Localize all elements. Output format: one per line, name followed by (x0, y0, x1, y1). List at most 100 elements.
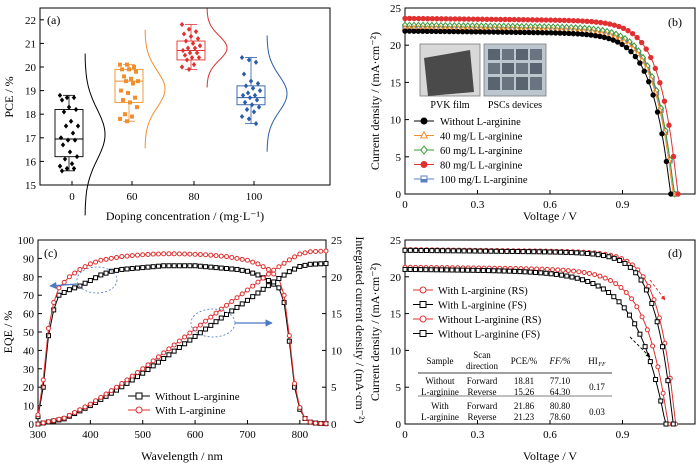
curve-point (150, 251, 156, 257)
jv-point (654, 109, 661, 115)
jv-point (521, 29, 528, 36)
curve-point (145, 362, 151, 368)
jv-point (468, 29, 475, 35)
data-point (194, 50, 200, 56)
jv-point (583, 31, 590, 38)
jv-point (466, 248, 472, 254)
curve-point (271, 267, 277, 273)
curve-point (108, 388, 114, 394)
panel-c-xlabel: Wavelength / nm (141, 449, 223, 463)
data-point (181, 31, 187, 37)
x-tick-label: 800 (292, 429, 309, 441)
panel-d-xlabel: Voltage / V (523, 449, 578, 463)
curve-point (203, 264, 209, 270)
jv-point (509, 248, 515, 254)
curve-point (182, 341, 188, 347)
jv-point (444, 267, 450, 273)
jv-point (637, 60, 643, 66)
jv-point (625, 27, 631, 34)
data-point (118, 62, 122, 67)
jv-point (482, 248, 488, 254)
jv-point (406, 28, 413, 34)
jv-point (482, 29, 488, 35)
curve-point (224, 311, 230, 317)
jv-point (433, 267, 439, 273)
curve-point (255, 272, 261, 278)
jv-point (504, 29, 510, 35)
jv-point (548, 271, 554, 277)
jv-point (428, 28, 435, 35)
jv-point (647, 359, 653, 365)
data-point (135, 105, 139, 110)
curve-point (229, 254, 235, 260)
curve-point (213, 265, 219, 271)
curve-point (265, 271, 271, 277)
jv-point (470, 267, 476, 273)
curve-point (276, 276, 282, 282)
curve-point (260, 264, 266, 270)
jv-point (555, 267, 561, 273)
jv-point (613, 281, 619, 287)
data-point (254, 97, 260, 103)
jv-point (579, 31, 585, 37)
table-cell-direction: Forward (467, 376, 498, 386)
curve-point (161, 355, 167, 361)
jv-point (535, 29, 541, 36)
jv-point (533, 269, 538, 275)
curve-point (307, 419, 313, 425)
curve-point (98, 257, 104, 263)
data-point (240, 92, 246, 98)
jv-point (493, 248, 499, 254)
jv-point (425, 15, 431, 22)
panel-b-label: (b) (668, 15, 682, 29)
curve-point (103, 391, 109, 397)
curve-point (313, 420, 319, 426)
jv-point (654, 319, 660, 325)
data-point (64, 165, 70, 172)
jv-point (602, 275, 608, 281)
jv-point (530, 29, 537, 36)
curve-point (250, 270, 256, 276)
jv-point (440, 248, 446, 254)
data-point (125, 62, 129, 67)
y-tick-label: 90 (23, 253, 35, 265)
curve-point (145, 251, 151, 257)
curve-point (182, 263, 188, 269)
y-tick-label: 20 (23, 382, 35, 394)
table-cell-pce: 21.23 (514, 412, 535, 422)
curve-point (93, 275, 99, 281)
jv-point (575, 18, 581, 24)
data-point (242, 99, 248, 105)
jv-point (619, 41, 625, 48)
data-point (60, 142, 66, 148)
curve-point (103, 256, 109, 262)
jv-point (407, 266, 413, 272)
jv-point (606, 254, 612, 260)
curve-point (224, 266, 230, 272)
jv-point (623, 289, 629, 295)
curve-point (176, 251, 182, 257)
jv-point (663, 421, 669, 427)
curve-point (203, 318, 209, 324)
data-point (59, 168, 65, 174)
curve-point (229, 308, 235, 314)
jv-point (626, 312, 632, 318)
y-tick-label: 15 (390, 77, 402, 89)
y-tick-label: 25 (390, 235, 402, 247)
jv-point (413, 247, 419, 253)
jv-point (597, 33, 603, 40)
curve-point (213, 310, 219, 316)
legend-marker-fill (421, 179, 427, 182)
jv-point (525, 17, 531, 23)
y-tick-label: 5 (396, 152, 402, 164)
panel-c-y2label: Integrated current density / (mA·cm⁻²) (353, 236, 367, 423)
curve-point (161, 251, 167, 257)
curve-point (166, 346, 172, 352)
curve-point (255, 290, 261, 296)
curve-point (66, 412, 72, 418)
jv-point (668, 191, 674, 197)
jv-point (614, 39, 621, 45)
jv-point (502, 16, 508, 23)
curve-point (292, 381, 298, 387)
data-point (59, 97, 65, 103)
